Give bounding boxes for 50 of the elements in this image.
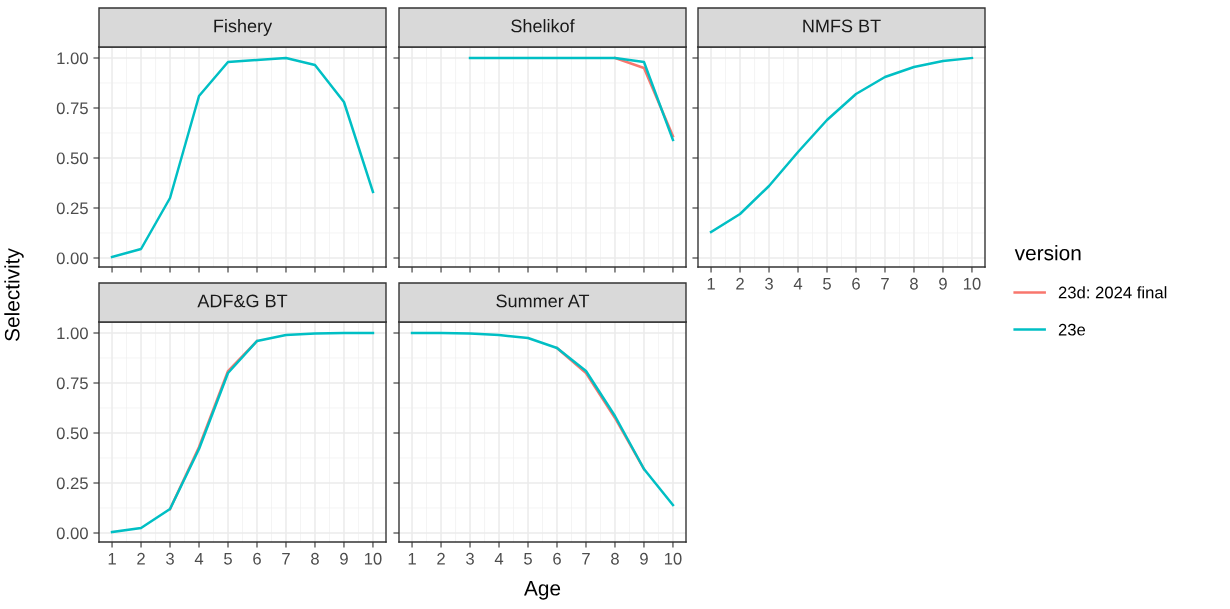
x-tick-label: 8 (910, 277, 918, 290)
y-tick-label: 0.25 (56, 202, 88, 215)
x-tick-label: 4 (793, 278, 803, 290)
y-tick-label: 0.75 (56, 102, 88, 115)
y-tick-label: 0.50 (56, 152, 88, 165)
x-tick-label: 3 (765, 277, 773, 290)
x-tick-label: 6 (553, 552, 561, 565)
x-tick-label: 3 (466, 552, 474, 565)
x-tick-label: 6 (852, 277, 860, 290)
x-tick-label: 7 (282, 553, 290, 565)
x-tick-label: 1 (408, 553, 416, 565)
y-tick-label: 0.00 (56, 527, 88, 540)
x-tick-label: 10 (664, 552, 682, 565)
chart-title: Fishery (214, 19, 273, 36)
x-tick-label: 9 (640, 552, 648, 565)
x-tick-label: 8 (611, 552, 619, 565)
y-axis-title: Selectivity (4, 248, 24, 341)
y-tick-label: 0.75 (56, 377, 88, 390)
chart-title: Shelikof (511, 19, 575, 33)
chart-title: Summer AT (496, 294, 590, 308)
x-tick-label: 6 (253, 552, 261, 565)
y-tick-label: 0.00 (56, 252, 88, 265)
x-tick-label: 5 (524, 553, 532, 565)
x-tick-label: 8 (311, 552, 319, 565)
x-axis-title: Age (524, 581, 561, 600)
x-tick-label: 4 (494, 553, 504, 565)
x-tick-label: 2 (137, 552, 145, 565)
y-tick-label: 1.00 (57, 327, 88, 340)
chart-title: ADF&G BT (197, 294, 288, 308)
x-tick-label: 1 (108, 553, 116, 565)
legend-label: 23e (1058, 323, 1086, 336)
x-tick-label: 5 (224, 553, 232, 565)
x-tick-label: 5 (823, 278, 831, 290)
x-tick-label: 9 (340, 552, 348, 565)
legend-label: 23d: 2024 final (1058, 286, 1167, 299)
x-tick-label: 10 (963, 277, 981, 290)
y-tick-label: 0.25 (56, 477, 88, 490)
x-tick-label: 7 (881, 278, 889, 290)
y-tick-label: 0.50 (56, 427, 88, 440)
x-tick-label: 7 (582, 553, 590, 565)
x-tick-label: 1 (707, 278, 715, 290)
chart-title: NMFS BT (803, 19, 881, 33)
x-tick-label: 10 (364, 552, 382, 565)
legend-title: version (1014, 245, 1081, 261)
x-tick-label: 3 (166, 552, 174, 565)
x-tick-label: 2 (437, 552, 445, 565)
x-tick-label: 9 (939, 277, 947, 290)
y-tick-label: 1.00 (57, 52, 88, 65)
x-tick-label: 4 (194, 553, 204, 565)
x-tick-label: 2 (736, 277, 744, 290)
